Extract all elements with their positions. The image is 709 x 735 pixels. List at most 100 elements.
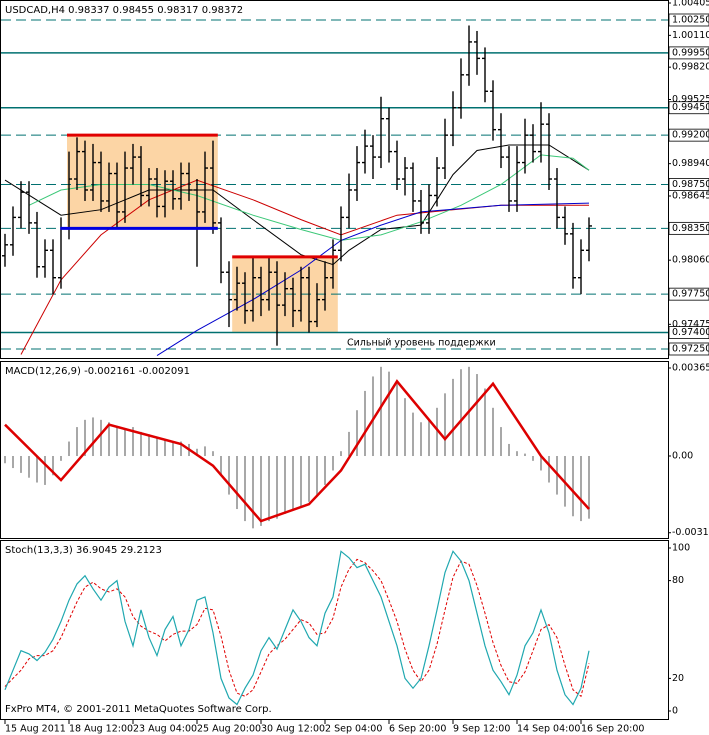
x-tick-label: 6 Sep 20:00 (389, 724, 446, 735)
level-label-box (668, 128, 709, 142)
macd-bar (44, 456, 46, 485)
y-tick-label: 0.00 (672, 451, 693, 462)
x-tick-label: 18 Aug 12:00 (69, 724, 133, 735)
macd-bar (524, 453, 526, 457)
macd-bar (236, 456, 238, 510)
macd-panel (0, 361, 669, 539)
macd-bar (12, 456, 14, 469)
y-tick-label: 0.98060 (672, 255, 709, 266)
macd-bar (588, 456, 590, 519)
footer: FxPro MT4, © 2001-2011 MetaQuotes Softwa… (5, 704, 272, 715)
macd-bar (492, 407, 494, 457)
y-tick-label: 1.00110 (672, 30, 709, 41)
macd-title: MACD(12,26,9) -0.002161 -0.002091 (5, 366, 190, 377)
y-tick-label: 20 (672, 673, 684, 684)
zone-box (67, 135, 218, 229)
macd-bar (388, 371, 390, 457)
level-label-box (668, 287, 709, 301)
x-tick-label: 2 Sep 04:00 (325, 724, 382, 735)
level-label-box (668, 178, 709, 191)
macd-bar (20, 456, 22, 473)
macd-bar (356, 410, 358, 457)
stoch-plot (4, 550, 590, 706)
macd-bar (268, 456, 270, 522)
level-label: 0.97750 (672, 289, 709, 300)
macd-bar (244, 456, 246, 522)
y-tick-label: 80 (672, 575, 684, 586)
stoch-main (4, 550, 590, 706)
level-label-box (668, 342, 709, 356)
macd-bar (412, 412, 414, 457)
macd-signal (4, 379, 590, 523)
x-tick-label: 16 Sep 20:00 (581, 724, 644, 735)
macd-bar (284, 456, 286, 514)
macd-bar (580, 456, 582, 522)
macd-bar (428, 419, 430, 457)
macd-bar (444, 393, 446, 457)
macd-bar (108, 422, 110, 457)
y-tick-label: 0.99820 (672, 62, 709, 73)
axes: 1.00405 1.00110 0.99820 0.99525 0.98940 0.986… (4, 0, 709, 735)
macd-bar (4, 456, 6, 464)
macd-bar (372, 376, 374, 457)
macd-bar (60, 456, 62, 461)
x-tick-label: 15 Aug 2011 (5, 724, 66, 735)
macd-bar (84, 419, 86, 457)
macd-bar (460, 369, 462, 457)
y-tick-label: 0.00365 (672, 363, 709, 374)
macd-bar (476, 374, 478, 457)
macd-bar (68, 441, 70, 457)
level-label: 0.97400 (672, 327, 709, 338)
macd-bar (316, 456, 318, 495)
level-label: 0.97250 (672, 343, 709, 354)
y-tick-label: 0 (672, 705, 678, 716)
macd-bar (404, 398, 406, 457)
stoch-title: Stoch(13,3,3) 36.9045 29.2123 (5, 545, 162, 556)
macd-bar (364, 390, 366, 457)
x-tick-label: 23 Aug 04:00 (133, 724, 197, 735)
x-tick-label: 14 Sep 04:00 (517, 724, 580, 735)
y-tick-label: 0.98645 (672, 191, 709, 202)
y-tick-label: -0.00318 (672, 527, 709, 538)
macd-bar (148, 434, 150, 457)
macd-bar (548, 456, 550, 483)
price-title: USDCAD,H4 0.98337 0.98455 0.98317 0.9837… (5, 5, 243, 16)
macd-plot (4, 366, 590, 529)
macd-bar (180, 441, 182, 457)
macd-bar (532, 456, 534, 461)
macd-bar (172, 441, 174, 457)
macd-bar (540, 456, 542, 471)
macd-bar (212, 451, 214, 457)
macd-bar (132, 427, 134, 457)
macd-bar (308, 456, 310, 502)
level-label: 0.99450 (672, 102, 709, 113)
macd-bar (76, 427, 78, 457)
macd-bar (572, 456, 574, 517)
macd-bar (196, 448, 198, 457)
x-tick-label: 30 Aug 12:00 (261, 724, 325, 735)
macd-bar (124, 429, 126, 457)
level-label: 0.98750 (672, 179, 709, 190)
annotation: Сильный уровень поддержки (347, 338, 496, 349)
macd-bar (324, 456, 326, 485)
price-plot (1, 19, 668, 357)
y-tick-label: 100 (672, 543, 690, 554)
macd-bar (156, 436, 158, 457)
moving-average (156, 202, 590, 357)
level-label-box (668, 13, 709, 27)
stoch-panel (0, 540, 669, 720)
macd-bar (340, 451, 342, 457)
level-label-box (668, 101, 709, 115)
macd-bar (516, 451, 518, 457)
macd-bar (300, 456, 302, 507)
macd-bar (260, 456, 262, 526)
macd-bar (292, 456, 294, 510)
y-tick-label: 0.97475 (672, 319, 709, 330)
y-tick-label: 1.00405 (672, 0, 709, 9)
level-label-box (668, 326, 709, 339)
macd-bar (348, 431, 350, 457)
macd-bar (436, 407, 438, 457)
level-label-box (668, 221, 709, 235)
macd-bar (140, 431, 142, 457)
